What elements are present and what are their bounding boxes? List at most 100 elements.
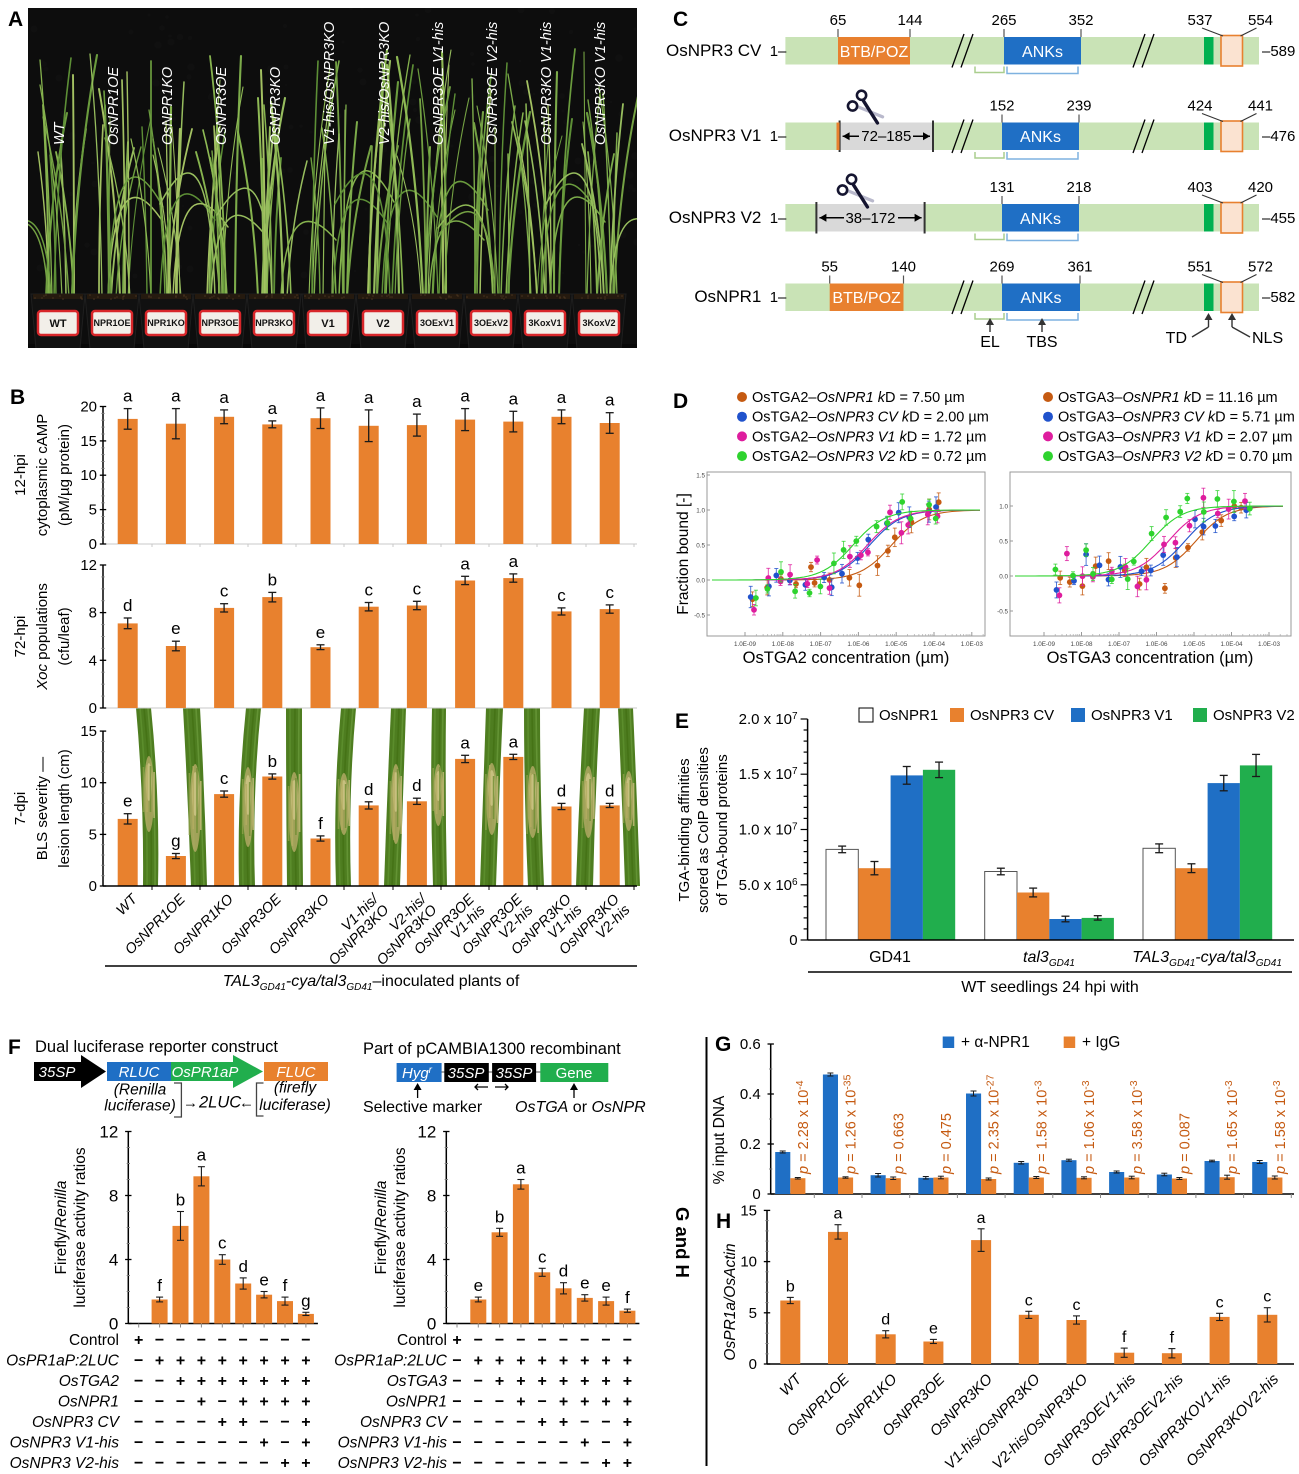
svg-text:f: f xyxy=(625,1288,630,1307)
svg-text:441: 441 xyxy=(1248,98,1273,115)
svg-text:←: ← xyxy=(239,1095,254,1112)
svg-text:5: 5 xyxy=(749,1305,757,1322)
svg-text:12: 12 xyxy=(417,1123,436,1142)
svg-text:3KoxV2: 3KoxV2 xyxy=(582,318,615,328)
svg-text:38–172: 38–172 xyxy=(845,210,895,227)
svg-text:luciferase activity ratios: luciferase activity ratios xyxy=(392,1147,409,1307)
svg-text:2.0 x 107: 2.0 x 107 xyxy=(739,711,798,728)
svg-text:+: + xyxy=(301,1455,310,1472)
svg-text:-0.5: -0.5 xyxy=(997,609,1008,616)
svg-text:OsNPR3 V2-his: OsNPR3 V2-his xyxy=(338,1455,448,1472)
svg-text:+: + xyxy=(280,1373,289,1390)
svg-text:Hygr: Hygr xyxy=(402,1065,433,1082)
svg-text:a: a xyxy=(516,1159,526,1178)
svg-text:−: − xyxy=(474,1435,483,1452)
svg-text:218: 218 xyxy=(1066,179,1091,196)
svg-text:lesion length (cm): lesion length (cm) xyxy=(56,749,73,867)
svg-text:TAL3GD41-cya/tal3GD41–inoculat: TAL3GD41-cya/tal3GD41–inoculated plants … xyxy=(223,973,520,993)
svg-text:537: 537 xyxy=(1187,12,1212,29)
svg-text:+: + xyxy=(301,1435,310,1452)
svg-text:c: c xyxy=(1073,1297,1081,1314)
svg-text:0: 0 xyxy=(789,932,797,949)
svg-text:−: − xyxy=(538,1332,547,1349)
svg-text:1.0E-03: 1.0E-03 xyxy=(961,641,984,648)
svg-text:Control: Control xyxy=(69,1332,119,1349)
svg-text:+: + xyxy=(280,1455,289,1472)
svg-text:e: e xyxy=(474,1276,483,1295)
svg-text:WT: WT xyxy=(114,891,142,919)
svg-text:c: c xyxy=(538,1247,547,1266)
svg-text:scored as CoIP densities: scored as CoIP densities xyxy=(695,747,712,913)
svg-text:+: + xyxy=(218,1414,227,1431)
svg-text:420: 420 xyxy=(1248,179,1273,196)
svg-text:+: + xyxy=(218,1353,227,1370)
svg-text:+: + xyxy=(538,1353,547,1370)
svg-text:OsNPR3 CV: OsNPR3 CV xyxy=(970,707,1054,724)
svg-text:152: 152 xyxy=(989,98,1014,115)
svg-text:8: 8 xyxy=(427,1187,436,1206)
svg-text:OsNPR3OE V1-his: OsNPR3OE V1-his xyxy=(431,22,447,145)
svg-text:Xoc populations: Xoc populations xyxy=(34,583,51,691)
svg-text:(firefly: (firefly xyxy=(274,1080,317,1097)
svg-text:OsNPR3OE: OsNPR3OE xyxy=(214,67,230,145)
svg-text:c: c xyxy=(557,586,566,605)
svg-text:+: + xyxy=(516,1353,525,1370)
svg-text:OsTGA2–OsNPR1 kD = 7.50 µm: OsTGA2–OsNPR1 kD = 7.50 µm xyxy=(752,390,965,406)
svg-text:7-dpi: 7-dpi xyxy=(12,792,29,825)
svg-text:f: f xyxy=(1122,1329,1127,1346)
svg-text:1.0E-09: 1.0E-09 xyxy=(1033,641,1056,648)
svg-text:V1-his/OsNPR3KO: V1-his/OsNPR3KO xyxy=(322,22,338,145)
svg-text:→: → xyxy=(183,1095,198,1112)
svg-text:c: c xyxy=(1025,1292,1033,1309)
svg-text:131: 131 xyxy=(989,179,1014,196)
svg-text:OsNPR3OE V2-his: OsNPR3OE V2-his xyxy=(485,22,501,145)
svg-text:c: c xyxy=(413,579,422,598)
svg-text:+: + xyxy=(280,1353,289,1370)
svg-text:−: − xyxy=(134,1373,143,1390)
svg-text:V1: V1 xyxy=(321,318,334,330)
svg-text:p = 1.58 x 10-3: p = 1.58 x 10-3 xyxy=(1271,1080,1289,1175)
svg-text:Firefly/Renilla: Firefly/Renilla xyxy=(53,1180,70,1274)
svg-text:TD: TD xyxy=(1166,330,1187,347)
svg-text:V2-his/OsNPR3KO: V2-his/OsNPR3KO xyxy=(377,22,393,145)
svg-text:1.0E-06: 1.0E-06 xyxy=(1145,641,1168,648)
svg-text:e: e xyxy=(259,1271,268,1290)
svg-text:OsNPR1OE: OsNPR1OE xyxy=(106,67,122,145)
svg-text:b: b xyxy=(176,1191,185,1210)
svg-text:−: − xyxy=(495,1414,504,1431)
svg-text:(Renilla: (Renilla xyxy=(114,1082,167,1099)
svg-text:+: + xyxy=(623,1435,632,1452)
svg-text:0.0: 0.0 xyxy=(696,578,705,585)
svg-text:+: + xyxy=(516,1394,525,1411)
svg-text:−: − xyxy=(134,1455,143,1472)
svg-text:TGA-binding affinities: TGA-binding affinities xyxy=(676,758,693,901)
svg-text:a: a xyxy=(219,388,229,407)
svg-text:+: + xyxy=(623,1455,632,1472)
svg-text:−: − xyxy=(155,1394,164,1411)
svg-text:OsTGA3: OsTGA3 xyxy=(387,1373,448,1390)
svg-text:−: − xyxy=(452,1414,461,1431)
svg-text:20: 20 xyxy=(80,399,97,416)
svg-text:+: + xyxy=(623,1414,632,1431)
svg-text:−: − xyxy=(452,1353,461,1370)
svg-text:+: + xyxy=(259,1373,268,1390)
svg-text:+ α-NPR1: + α-NPR1 xyxy=(961,1034,1030,1051)
svg-text:−: − xyxy=(218,1455,227,1472)
svg-text:+: + xyxy=(538,1414,547,1431)
svg-text:−: − xyxy=(239,1435,248,1452)
svg-text:1–: 1– xyxy=(770,289,787,306)
svg-text:361: 361 xyxy=(1067,259,1092,276)
svg-text:1.0E-05: 1.0E-05 xyxy=(885,641,908,648)
svg-text:TBS: TBS xyxy=(1026,334,1057,351)
svg-text:1.5 x 107: 1.5 x 107 xyxy=(739,766,798,783)
svg-text:a: a xyxy=(509,732,519,751)
svg-text:1.0E-08: 1.0E-08 xyxy=(772,641,795,648)
svg-text:+: + xyxy=(301,1353,310,1370)
svg-text:−: − xyxy=(197,1435,206,1452)
svg-text:WT seedlings 24 hpi with: WT seedlings 24 hpi with xyxy=(961,979,1139,996)
svg-text:10: 10 xyxy=(80,467,97,484)
svg-text:−: − xyxy=(134,1414,143,1431)
svg-text:12-hpi: 12-hpi xyxy=(12,454,29,496)
svg-text:+: + xyxy=(239,1353,248,1370)
svg-text:Firefly/Renilla: Firefly/Renilla xyxy=(373,1180,390,1274)
